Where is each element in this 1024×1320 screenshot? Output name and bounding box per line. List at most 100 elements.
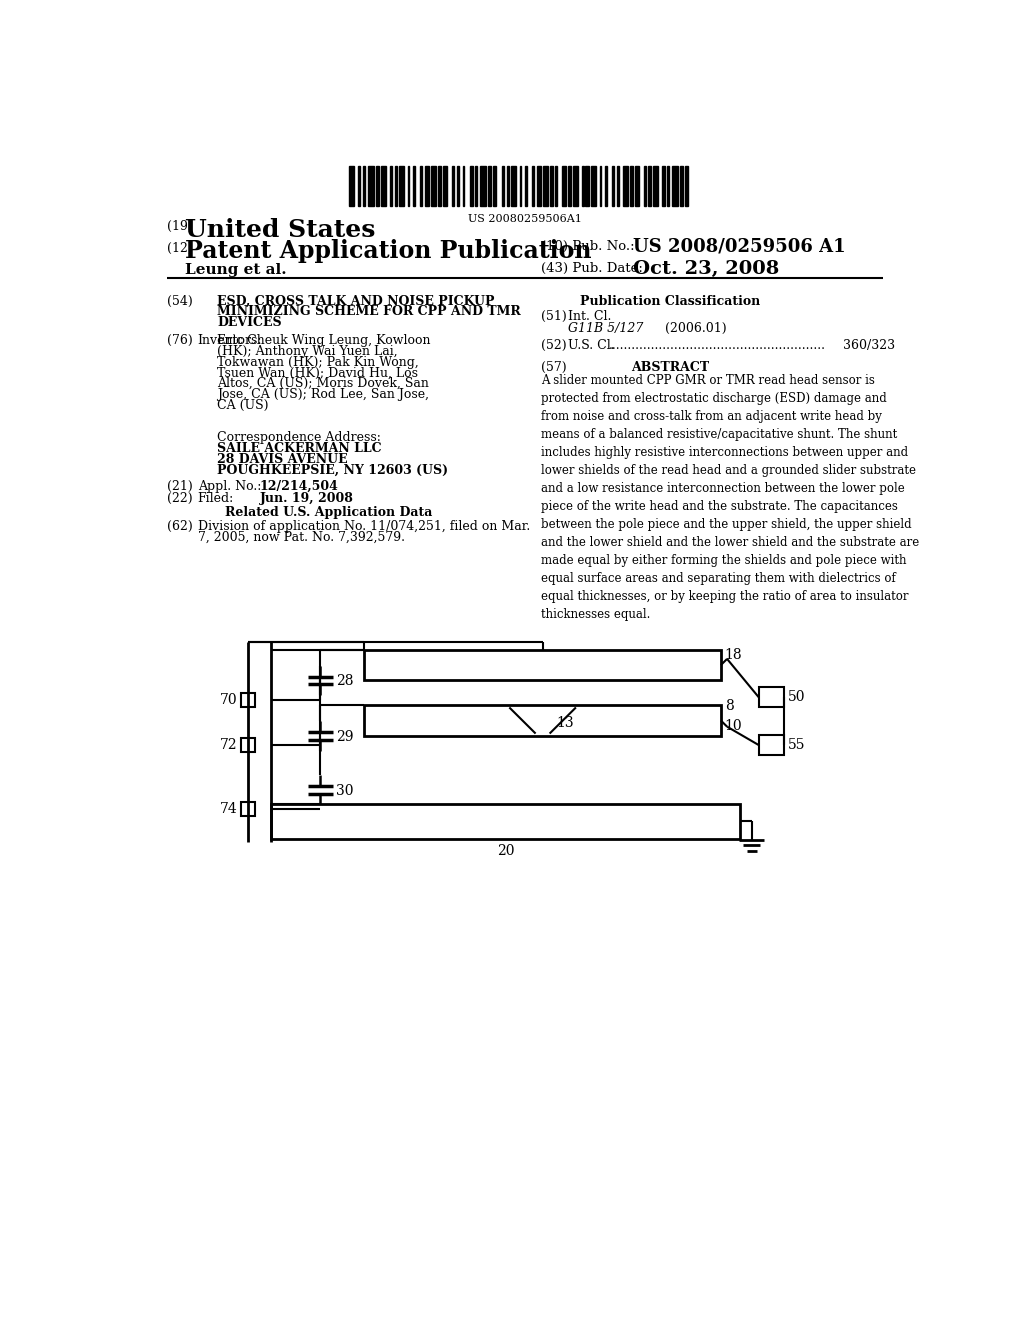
Bar <box>376 166 379 206</box>
Bar <box>582 166 584 206</box>
Bar <box>395 166 397 206</box>
Bar <box>487 166 492 206</box>
Bar <box>470 166 473 206</box>
Text: (21): (21) <box>167 480 193 494</box>
Text: 13: 13 <box>557 715 574 730</box>
Text: 30: 30 <box>337 784 354 797</box>
Text: G11B 5/127: G11B 5/127 <box>568 322 643 335</box>
Bar <box>630 166 633 206</box>
Text: POUGHKEEPSIE, NY 12603 (US): POUGHKEEPSIE, NY 12603 (US) <box>217 463 449 477</box>
Bar <box>390 166 391 206</box>
Text: Int. Cl.: Int. Cl. <box>568 310 611 323</box>
Text: US 20080259506A1: US 20080259506A1 <box>468 214 582 224</box>
Bar <box>662 166 666 206</box>
Text: Appl. No.:: Appl. No.: <box>198 480 261 494</box>
Text: ESD, CROSS TALK AND NOISE PICKUP: ESD, CROSS TALK AND NOISE PICKUP <box>217 294 495 308</box>
Text: Jun. 19, 2008: Jun. 19, 2008 <box>260 492 353 504</box>
Bar <box>543 166 548 206</box>
Text: 55: 55 <box>787 738 805 752</box>
Bar <box>538 166 541 206</box>
Bar <box>369 166 374 206</box>
Bar <box>673 166 678 206</box>
Bar <box>525 166 526 206</box>
Text: Altos, CA (US); Moris Dovek, San: Altos, CA (US); Moris Dovek, San <box>217 378 429 391</box>
Text: 360/323: 360/323 <box>844 339 895 351</box>
Text: (52): (52) <box>541 339 566 351</box>
Text: United States: United States <box>185 218 376 242</box>
Bar <box>685 166 688 206</box>
Bar <box>364 166 365 206</box>
Bar <box>591 166 596 206</box>
Text: (2006.01): (2006.01) <box>665 322 727 335</box>
Text: MINIMIZING SCHEME FOR CPP AND TMR: MINIMIZING SCHEME FOR CPP AND TMR <box>217 305 521 318</box>
Bar <box>357 166 359 206</box>
Text: 18: 18 <box>725 648 742 663</box>
Bar <box>555 166 557 206</box>
Text: Division of application No. 11/074,251, filed on Mar.: Division of application No. 11/074,251, … <box>198 520 530 532</box>
Text: Correspondence Address:: Correspondence Address: <box>217 430 381 444</box>
Text: SAILE ACKERMAN LLC: SAILE ACKERMAN LLC <box>217 442 382 455</box>
Text: (57): (57) <box>541 360 566 374</box>
Bar <box>413 166 415 206</box>
Text: 28: 28 <box>337 675 354 688</box>
Bar <box>644 166 646 206</box>
Text: 7, 2005, now Pat. No. 7,392,579.: 7, 2005, now Pat. No. 7,392,579. <box>198 531 404 544</box>
Bar <box>458 166 459 206</box>
Bar <box>365 649 721 681</box>
Bar <box>653 166 658 206</box>
Bar <box>241 738 255 752</box>
Bar <box>365 705 721 737</box>
Bar <box>605 166 606 206</box>
Bar <box>398 166 404 206</box>
Bar <box>519 166 521 206</box>
Text: 28 DAVIS AVENUE: 28 DAVIS AVENUE <box>217 453 348 466</box>
Text: 70: 70 <box>220 693 238 706</box>
Text: (51): (51) <box>541 310 567 323</box>
Text: DEVICES: DEVICES <box>217 317 282 329</box>
Text: Filed:: Filed: <box>198 492 234 504</box>
Text: ABSTRACT: ABSTRACT <box>632 360 710 374</box>
Bar <box>480 166 485 206</box>
Text: 10: 10 <box>725 719 742 733</box>
Text: 72: 72 <box>220 738 238 752</box>
Text: Tsuen Wan (HK); David Hu, Los: Tsuen Wan (HK); David Hu, Los <box>217 367 418 379</box>
Text: Oct. 23, 2008: Oct. 23, 2008 <box>633 260 779 279</box>
Bar <box>420 166 422 206</box>
Bar <box>532 166 534 206</box>
Text: Leung et al.: Leung et al. <box>185 263 287 277</box>
Bar <box>507 166 509 206</box>
Bar <box>443 166 446 206</box>
Bar <box>617 166 620 206</box>
Text: Tokwawan (HK); Pak Kin Wong,: Tokwawan (HK); Pak Kin Wong, <box>217 355 419 368</box>
Text: (62): (62) <box>167 520 193 532</box>
Text: Patent Application Publication: Patent Application Publication <box>185 239 592 263</box>
Text: 20: 20 <box>497 843 514 858</box>
Bar <box>567 166 571 206</box>
Bar <box>586 166 589 206</box>
Text: A slider mounted CPP GMR or TMR read head sensor is
protected from electrostatic: A slider mounted CPP GMR or TMR read hea… <box>541 374 920 620</box>
Bar <box>680 166 683 206</box>
Bar <box>599 166 601 206</box>
Text: (54): (54) <box>167 294 193 308</box>
Text: (12): (12) <box>167 242 193 255</box>
Text: (10) Pub. No.:: (10) Pub. No.: <box>541 240 635 253</box>
Text: ........................................................: ........................................… <box>609 339 826 351</box>
Bar <box>438 166 441 206</box>
Text: (43) Pub. Date:: (43) Pub. Date: <box>541 263 643 276</box>
Bar <box>647 166 651 206</box>
Bar <box>452 166 454 206</box>
Text: Related U.S. Application Data: Related U.S. Application Data <box>225 507 432 520</box>
Bar <box>635 166 639 206</box>
Bar <box>502 166 504 206</box>
Bar <box>511 166 516 206</box>
Bar <box>271 804 740 840</box>
Bar <box>241 803 255 816</box>
Text: (19): (19) <box>167 220 193 234</box>
Bar <box>475 166 477 206</box>
Bar <box>550 166 553 206</box>
Text: U.S. Cl.: U.S. Cl. <box>568 339 614 351</box>
Bar <box>759 735 783 755</box>
Bar <box>463 166 465 206</box>
Bar <box>431 166 436 206</box>
Bar <box>425 166 429 206</box>
